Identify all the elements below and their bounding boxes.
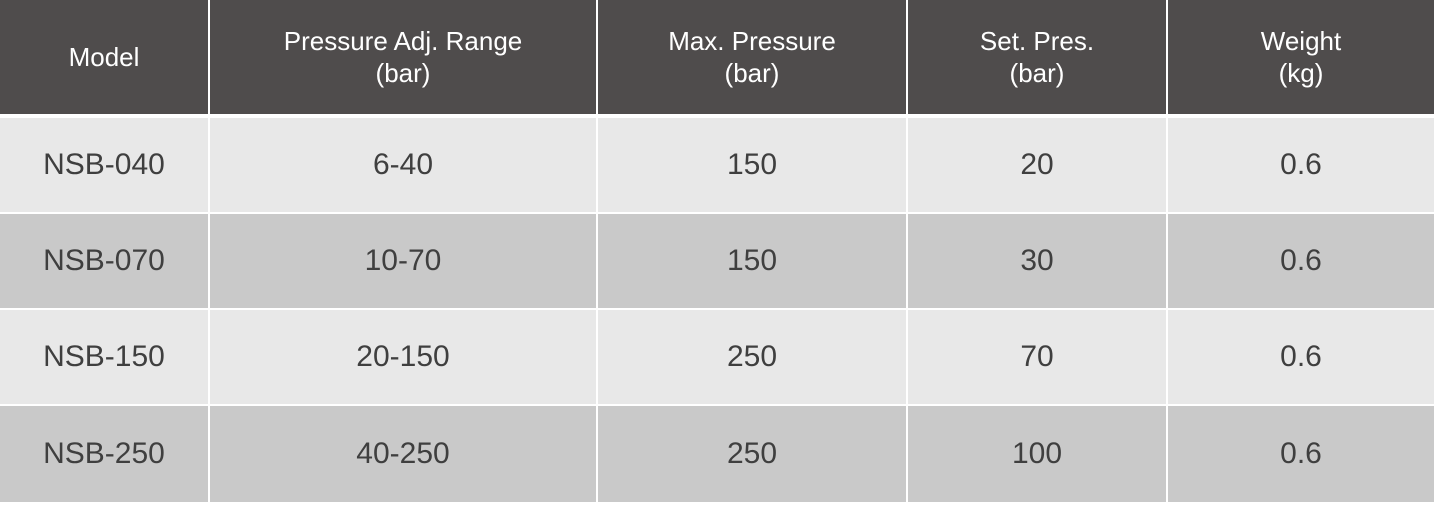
cell-pressure-adj-range: 10-70 <box>210 214 598 310</box>
table-row: NSB-250 40-250 250 100 0.6 <box>0 406 1434 502</box>
header-par-line2: (bar) <box>211 57 595 90</box>
cell-model: NSB-150 <box>0 310 210 406</box>
table-body: NSB-040 6-40 150 20 0.6 NSB-070 10-70 15… <box>0 118 1434 502</box>
header-max-pressure: Max. Pressure (bar) <box>598 0 908 118</box>
header-par-line1: Pressure Adj. Range <box>211 25 595 58</box>
header-maxp-line1: Max. Pressure <box>599 25 905 58</box>
header-pressure-adj-range: Pressure Adj. Range (bar) <box>210 0 598 118</box>
header-setp-line1: Set. Pres. <box>909 25 1165 58</box>
cell-max-pressure: 150 <box>598 214 908 310</box>
table-row: NSB-150 20-150 250 70 0.6 <box>0 310 1434 406</box>
cell-model: NSB-040 <box>0 118 210 214</box>
table-row: NSB-070 10-70 150 30 0.6 <box>0 214 1434 310</box>
table-row: NSB-040 6-40 150 20 0.6 <box>0 118 1434 214</box>
cell-max-pressure: 250 <box>598 310 908 406</box>
cell-weight: 0.6 <box>1168 406 1434 502</box>
header-row: Model Pressure Adj. Range (bar) Max. Pre… <box>0 0 1434 118</box>
cell-pressure-adj-range: 40-250 <box>210 406 598 502</box>
header-maxp-line2: (bar) <box>599 57 905 90</box>
cell-weight: 0.6 <box>1168 310 1434 406</box>
cell-set-pressure: 30 <box>908 214 1168 310</box>
cell-pressure-adj-range: 20-150 <box>210 310 598 406</box>
cell-model: NSB-070 <box>0 214 210 310</box>
cell-set-pressure: 70 <box>908 310 1168 406</box>
cell-max-pressure: 150 <box>598 118 908 214</box>
spec-table-container: Model Pressure Adj. Range (bar) Max. Pre… <box>0 0 1434 502</box>
cell-set-pressure: 20 <box>908 118 1168 214</box>
table-head: Model Pressure Adj. Range (bar) Max. Pre… <box>0 0 1434 118</box>
spec-table: Model Pressure Adj. Range (bar) Max. Pre… <box>0 0 1434 502</box>
header-model-line1: Model <box>1 41 207 74</box>
header-weight: Weight (kg) <box>1168 0 1434 118</box>
cell-weight: 0.6 <box>1168 118 1434 214</box>
header-weight-line2: (kg) <box>1169 57 1433 90</box>
cell-weight: 0.6 <box>1168 214 1434 310</box>
cell-set-pressure: 100 <box>908 406 1168 502</box>
header-setp-line2: (bar) <box>909 57 1165 90</box>
header-set-pressure: Set. Pres. (bar) <box>908 0 1168 118</box>
cell-pressure-adj-range: 6-40 <box>210 118 598 214</box>
header-model: Model <box>0 0 210 118</box>
cell-model: NSB-250 <box>0 406 210 502</box>
header-weight-line1: Weight <box>1169 25 1433 58</box>
cell-max-pressure: 250 <box>598 406 908 502</box>
